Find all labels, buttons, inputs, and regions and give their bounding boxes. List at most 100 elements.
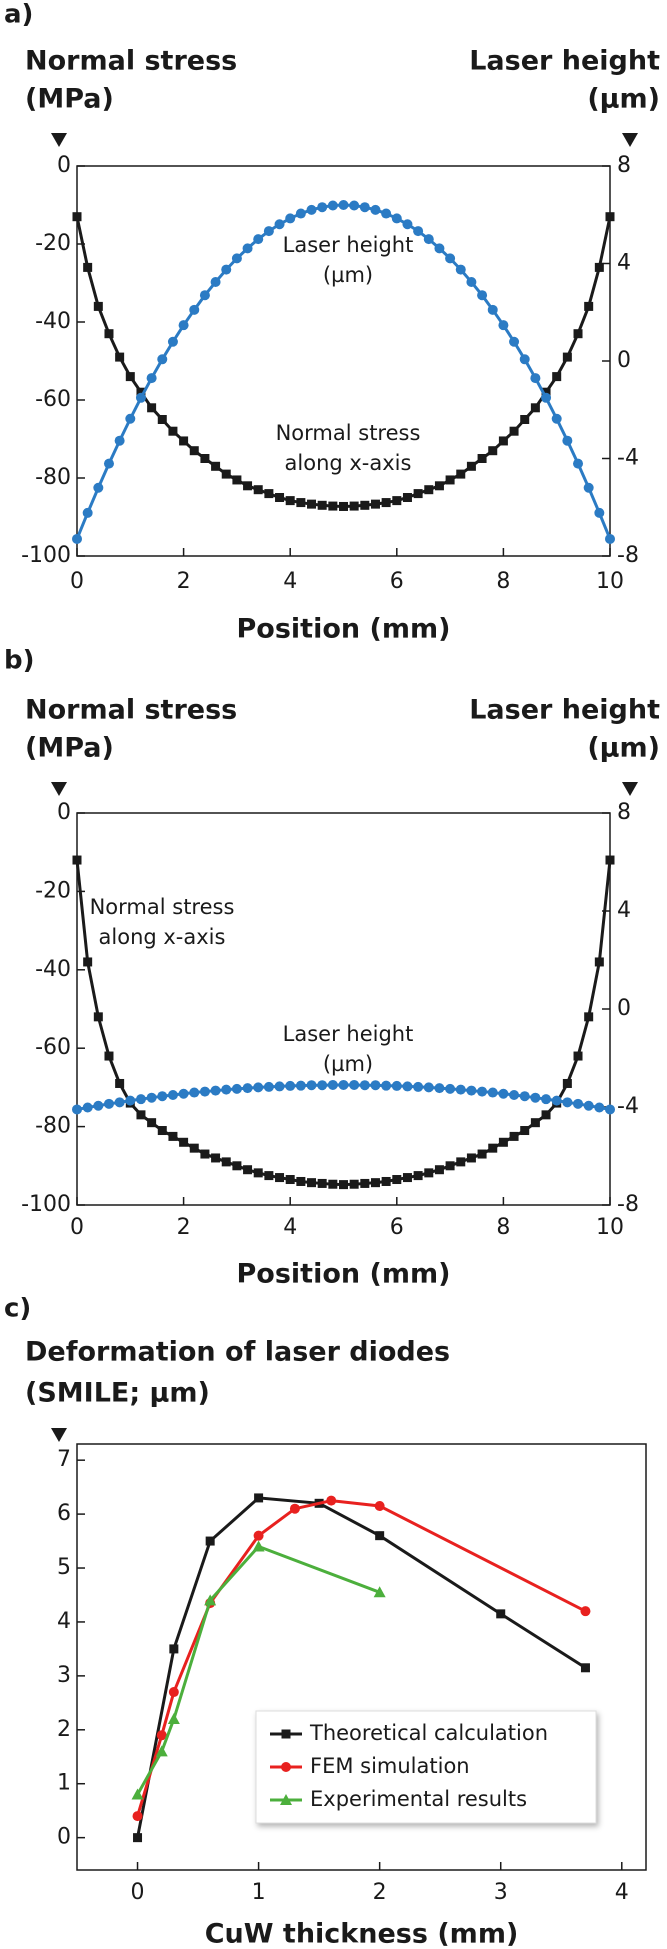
x-tick-label: 6 — [390, 569, 404, 594]
marker — [381, 208, 392, 219]
marker — [519, 1091, 530, 1102]
marker — [509, 1089, 520, 1100]
marker — [498, 320, 509, 331]
marker — [434, 481, 444, 491]
marker — [285, 496, 295, 506]
legend-label: Theoretical calculation — [309, 1721, 548, 1745]
marker — [253, 485, 263, 495]
marker — [72, 212, 82, 222]
marker — [285, 1080, 296, 1091]
marker — [445, 253, 456, 264]
x-tick-label: 6 — [390, 1215, 404, 1240]
marker — [133, 1833, 143, 1843]
y2-axis-title: Laser height — [469, 695, 660, 726]
x-axis-title: CuW thickness (mm) — [205, 1919, 519, 1949]
marker — [375, 1531, 385, 1541]
marker — [551, 1095, 562, 1106]
marker — [317, 500, 327, 510]
marker — [327, 200, 338, 211]
marker — [167, 1089, 178, 1100]
y-tick-label: -40 — [35, 309, 71, 334]
marker — [243, 1165, 253, 1175]
marker — [132, 1811, 143, 1822]
series — [131, 1540, 386, 1800]
marker — [498, 436, 508, 446]
marker — [221, 1157, 231, 1167]
marker — [562, 352, 572, 362]
marker — [338, 200, 349, 210]
marker — [328, 501, 338, 511]
series — [72, 1079, 615, 1115]
axis-pointer — [51, 1428, 67, 1442]
marker — [135, 392, 146, 403]
marker — [466, 1085, 477, 1096]
marker — [530, 1092, 541, 1103]
marker — [210, 277, 221, 288]
marker — [562, 435, 573, 446]
marker — [146, 373, 157, 384]
marker — [509, 1131, 519, 1141]
marker — [541, 1094, 552, 1105]
annotation: Normal stress — [276, 421, 421, 445]
marker — [349, 1179, 359, 1189]
y-axis-unit: (MPa) — [25, 84, 114, 115]
marker — [402, 1081, 413, 1092]
x-tick-label: 0 — [70, 569, 84, 594]
marker — [573, 458, 584, 469]
marker — [231, 1083, 242, 1094]
marker — [306, 1080, 317, 1091]
marker — [466, 461, 476, 471]
x-tick-label: 10 — [596, 1215, 624, 1240]
marker — [552, 372, 562, 382]
marker — [326, 1495, 337, 1506]
marker — [211, 1153, 221, 1163]
marker — [168, 1131, 178, 1141]
marker — [327, 1079, 338, 1090]
y-tick-label: -80 — [35, 1114, 71, 1139]
marker — [359, 1080, 370, 1091]
marker — [445, 1083, 456, 1094]
marker — [83, 957, 93, 967]
panel-label: a) — [4, 0, 33, 30]
marker — [573, 329, 583, 339]
marker — [349, 1079, 360, 1090]
marker — [205, 1536, 215, 1546]
marker — [157, 354, 168, 365]
marker — [72, 855, 82, 865]
marker — [488, 446, 498, 456]
y-tick-label: -60 — [35, 387, 71, 412]
marker — [519, 354, 530, 365]
marker — [413, 1171, 423, 1181]
marker — [83, 262, 93, 272]
marker — [477, 1086, 488, 1097]
marker — [147, 1118, 157, 1128]
marker — [275, 493, 285, 502]
y-tick-label: 2 — [57, 1717, 71, 1742]
marker — [541, 387, 551, 397]
marker — [189, 304, 200, 315]
marker — [349, 501, 359, 511]
marker — [402, 1173, 412, 1183]
y2-tick-label: 4 — [617, 251, 631, 276]
x-tick-label: 4 — [283, 569, 297, 594]
marker — [328, 1179, 338, 1189]
marker — [157, 1091, 168, 1102]
marker — [605, 212, 615, 222]
marker — [530, 373, 541, 384]
marker — [392, 496, 402, 506]
axis-pointer — [622, 133, 638, 147]
marker — [125, 413, 136, 424]
marker — [391, 213, 402, 224]
y-tick-label: -40 — [35, 957, 71, 982]
marker — [317, 1178, 327, 1188]
marker — [93, 301, 103, 311]
marker — [338, 1079, 349, 1090]
y-tick-label: -100 — [21, 1192, 71, 1217]
marker — [360, 500, 370, 510]
y-tick-label: 7 — [57, 1447, 71, 1472]
plot-frame — [76, 812, 611, 1206]
marker — [125, 372, 135, 382]
y2-tick-label: 0 — [617, 348, 631, 373]
marker — [423, 234, 434, 245]
y-tick-label: 6 — [57, 1501, 71, 1526]
